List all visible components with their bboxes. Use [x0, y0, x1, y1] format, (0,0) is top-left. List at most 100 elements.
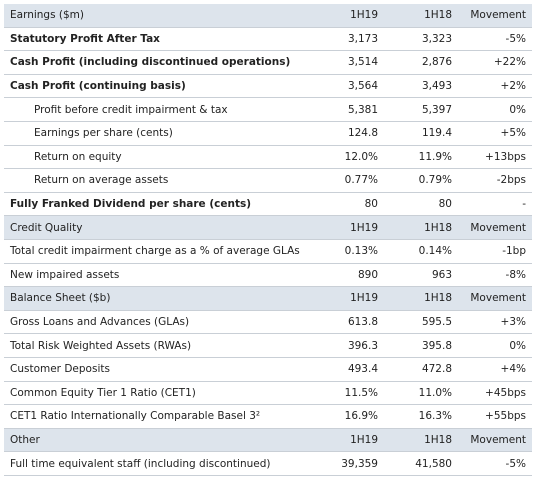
cell-value: 396.3	[320, 333, 384, 358]
cell-value: 12.0%	[320, 145, 384, 170]
financial-table: Earnings ($m) 1H19 1H18 Movement Statutory P…	[4, 4, 532, 476]
cell-value: 80	[384, 192, 458, 217]
cell-value: 3,493	[384, 74, 458, 99]
cell-value: 41,580	[384, 451, 458, 476]
cell-value: 395.8	[384, 333, 458, 358]
row-label: Statutory Profit After Tax	[4, 27, 320, 52]
cell-value: +4%	[458, 357, 532, 382]
cell-value: 3,564	[320, 74, 384, 99]
cell-value: 39,359	[320, 451, 384, 476]
row-label: Fully Franked Dividend per share (cents)	[4, 192, 320, 217]
cell-value: +55bps	[458, 404, 532, 429]
cell-value: 0%	[458, 333, 532, 358]
table-row: Earnings per share (cents) 124.8 119.4 +5%	[4, 121, 532, 146]
cell-value: 963	[384, 263, 458, 288]
cell-value: 472.8	[384, 357, 458, 382]
cell-value: -2bps	[458, 168, 532, 193]
table-row: Total Risk Weighted Assets (RWAs) 396.3 39…	[4, 333, 532, 358]
cell-value: Movement	[458, 4, 532, 28]
section-header: Balance Sheet ($b) 1H19 1H18 Movement	[4, 286, 532, 311]
cell-value: Movement	[458, 428, 532, 453]
table-row: Customer Deposits 493.4 472.8 +4%	[4, 357, 532, 382]
cell-value: 119.4	[384, 121, 458, 146]
cell-value: 1H19	[320, 4, 384, 28]
table-row: Statutory Profit After Tax 3,173 3,323 -5%	[4, 27, 532, 52]
cell-value: 0.79%	[384, 168, 458, 193]
cell-value: 3,173	[320, 27, 384, 52]
cell-value: 11.9%	[384, 145, 458, 170]
cell-value: 3,323	[384, 27, 458, 52]
cell-value: 0.13%	[320, 239, 384, 264]
row-label: Cash Profit (including discontinued oper…	[4, 50, 320, 75]
row-label: Common Equity Tier 1 Ratio (CET1)	[4, 381, 320, 406]
cell-value: -5%	[458, 451, 532, 476]
row-label: Profit before credit impairment & tax	[4, 97, 320, 122]
table-row: Common Equity Tier 1 Ratio (CET1) 11.5% 11…	[4, 381, 532, 406]
table-row: Cash Profit (including discontinued oper…	[4, 50, 532, 75]
cell-value: 124.8	[320, 121, 384, 146]
cell-value: 5,381	[320, 97, 384, 122]
table-row: CET1 Ratio Internationally Comparable Ba…	[4, 404, 532, 429]
cell-value: 16.3%	[384, 404, 458, 429]
cell-value: 595.5	[384, 310, 458, 335]
cell-value: 0.14%	[384, 239, 458, 264]
cell-value: 493.4	[320, 357, 384, 382]
cell-value: 0.77%	[320, 168, 384, 193]
table-body: Earnings ($m) 1H19 1H18 Movement Statutory P…	[4, 4, 532, 476]
table-row: Return on average assets 0.77% 0.79% -2bps	[4, 168, 532, 193]
cell-value: 2,876	[384, 50, 458, 75]
table-row: Total credit impairment charge as a % of…	[4, 239, 532, 264]
cell-value: 11.0%	[384, 381, 458, 406]
cell-value: 1H18	[384, 428, 458, 453]
cell-value: 1H18	[384, 286, 458, 311]
cell-value: 0%	[458, 97, 532, 122]
row-label: Credit Quality	[4, 215, 320, 240]
cell-value: 5,397	[384, 97, 458, 122]
cell-value: 1H19	[320, 215, 384, 240]
cell-value: -5%	[458, 27, 532, 52]
row-label: Earnings ($m)	[4, 4, 320, 28]
table-row: Gross Loans and Advances (GLAs) 613.8 595.…	[4, 310, 532, 335]
table-row: Full time equivalent staff (including di…	[4, 451, 532, 476]
cell-value: -8%	[458, 263, 532, 288]
row-label: Total Risk Weighted Assets (RWAs)	[4, 333, 320, 358]
cell-value: +13bps	[458, 145, 532, 170]
row-label: Balance Sheet ($b)	[4, 286, 320, 311]
cell-value: +3%	[458, 310, 532, 335]
cell-value: +22%	[458, 50, 532, 75]
row-label: Return on average assets	[4, 168, 320, 193]
cell-value: 3,514	[320, 50, 384, 75]
cell-value: 1H18	[384, 4, 458, 28]
table-row: Cash Profit (continuing basis) 3,564 3,493…	[4, 74, 532, 99]
cell-value: 16.9%	[320, 404, 384, 429]
cell-value: 11.5%	[320, 381, 384, 406]
row-label: New impaired assets	[4, 263, 320, 288]
table-row: Return on equity 12.0% 11.9% +13bps	[4, 145, 532, 170]
cell-value: 613.8	[320, 310, 384, 335]
row-label: Other	[4, 428, 320, 453]
row-label: Return on equity	[4, 145, 320, 170]
cell-value: +45bps	[458, 381, 532, 406]
cell-value: +5%	[458, 121, 532, 146]
section-header: Other 1H19 1H18 Movement	[4, 428, 532, 453]
table-row: Fully Franked Dividend per share (cents)…	[4, 192, 532, 217]
table-row: Profit before credit impairment & tax 5,3…	[4, 97, 532, 122]
cell-value: +2%	[458, 74, 532, 99]
cell-value: Movement	[458, 215, 532, 240]
table-row: New impaired assets 890 963 -8%	[4, 263, 532, 288]
cell-value: 1H19	[320, 286, 384, 311]
section-header: Credit Quality 1H19 1H18 Movement	[4, 215, 532, 240]
cell-value: 1H18	[384, 215, 458, 240]
section-header: Earnings ($m) 1H19 1H18 Movement	[4, 4, 532, 28]
row-label: Earnings per share (cents)	[4, 121, 320, 146]
row-label: CET1 Ratio Internationally Comparable Ba…	[4, 404, 320, 429]
row-label: Gross Loans and Advances (GLAs)	[4, 310, 320, 335]
cell-value: 80	[320, 192, 384, 217]
row-label: Cash Profit (continuing basis)	[4, 74, 320, 99]
row-label: Customer Deposits	[4, 357, 320, 382]
cell-value: 1H19	[320, 428, 384, 453]
cell-value: -	[458, 192, 532, 217]
cell-value: 890	[320, 263, 384, 288]
cell-value: -1bp	[458, 239, 532, 264]
